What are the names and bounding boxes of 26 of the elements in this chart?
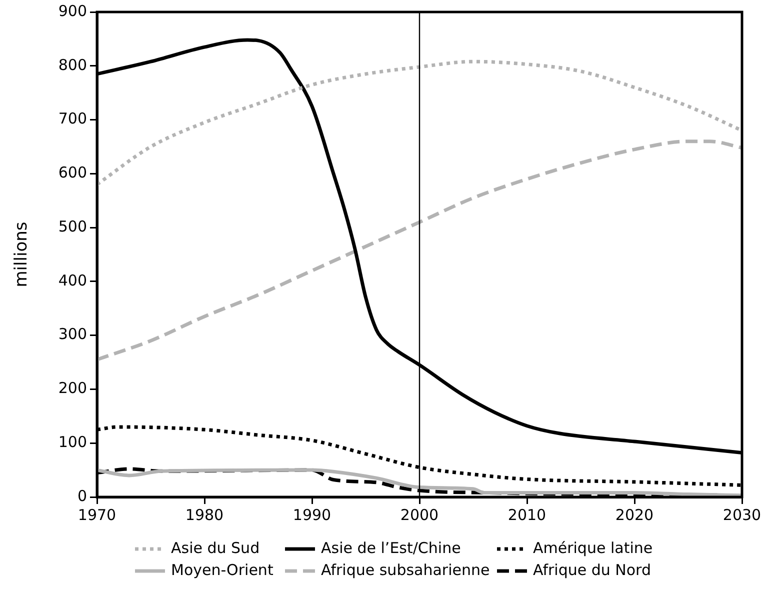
y-tick-label: 200 (58, 379, 87, 398)
legend-label: Afrique subsaharienne (321, 560, 490, 579)
y-tick-label: 800 (58, 56, 87, 74)
y-tick-label: 600 (58, 164, 87, 182)
y-tick-label: 100 (58, 433, 87, 451)
x-tick-label: 2020 (615, 506, 654, 524)
legend-label: Asie du Sud (171, 538, 260, 557)
y-tick-label: 500 (58, 217, 87, 236)
x-tick-label: 2000 (400, 506, 439, 524)
x-tick-label: 1990 (292, 506, 332, 524)
legend-label: Afrique du Nord (533, 560, 651, 579)
y-tick-label: 400 (58, 271, 87, 290)
line-series (97, 140, 742, 362)
x-tick-label: 2030 (722, 506, 762, 524)
line-series (97, 60, 742, 186)
legend-label: Asie de l’Est/Chine (321, 538, 461, 557)
y-tick-label: 0 (77, 486, 87, 505)
legend-label: Moyen-Orient (171, 560, 274, 579)
y-tick-label: 900 (58, 2, 87, 20)
y-tick-label: 300 (58, 325, 87, 344)
legend-label: Amérique latine (533, 538, 653, 557)
y-axis-title: millions (12, 222, 32, 288)
x-tick-label: 1980 (185, 506, 224, 524)
x-tick-label: 1970 (78, 506, 116, 524)
x-tick-label: 2010 (508, 506, 546, 524)
y-tick-label: 700 (58, 110, 87, 128)
